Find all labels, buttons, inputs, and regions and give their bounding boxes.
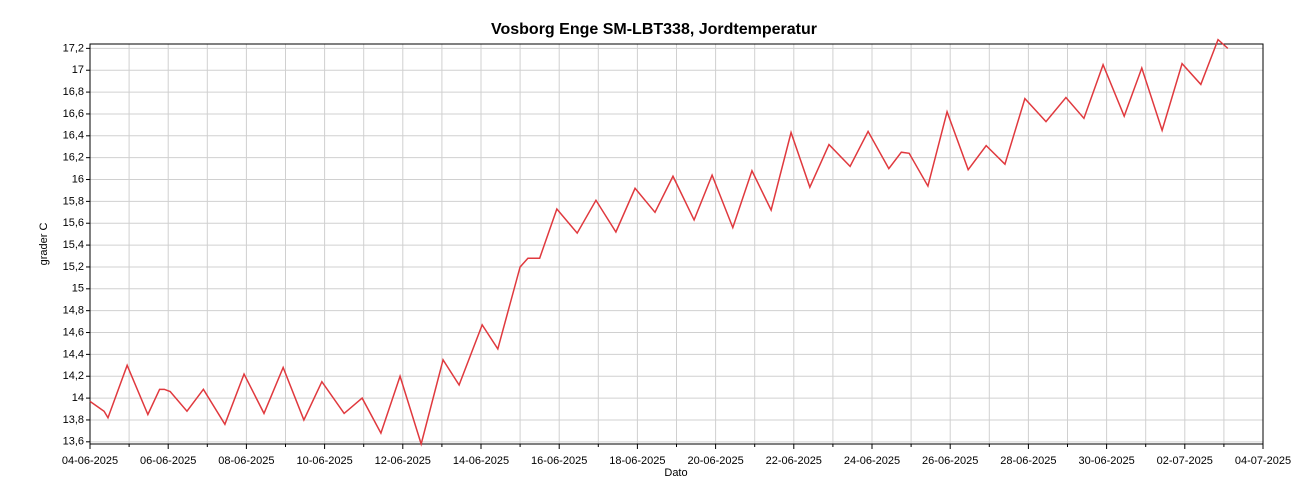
y-tick-label: 16,4	[63, 130, 84, 142]
chart-title: Vosborg Enge SM-LBT338, Jordtemperatur	[491, 21, 817, 38]
y-tick-label: 16,6	[63, 108, 84, 120]
x-tick-label: 02-07-2025	[1157, 455, 1213, 467]
y-tick-label: 14,6	[63, 326, 84, 338]
y-tick-label: 14,2	[63, 370, 84, 382]
y-tick-label: 14,4	[63, 348, 84, 360]
y-axis-label: grader C	[38, 223, 50, 266]
x-tick-label: 26-06-2025	[922, 455, 978, 467]
data-line	[89, 38, 1229, 447]
y-tick-label: 14	[72, 392, 84, 404]
x-tick-label: 04-07-2025	[1235, 455, 1291, 467]
x-tick-label: 10-06-2025	[296, 455, 352, 467]
x-tick-label: 28-06-2025	[1000, 455, 1056, 467]
y-tick-label: 14,8	[63, 305, 84, 317]
y-tick-label: 15,4	[63, 239, 84, 251]
y-tick-label: 16,2	[63, 152, 84, 164]
plot-frame	[89, 43, 1264, 445]
y-tick-label: 13,6	[63, 436, 84, 448]
x-tick-label: 16-06-2025	[531, 455, 587, 467]
x-tick-label: 20-06-2025	[687, 455, 743, 467]
x-tick-label: 12-06-2025	[375, 455, 431, 467]
x-tick-label: 24-06-2025	[844, 455, 900, 467]
x-axis-label: Dato	[664, 467, 687, 479]
y-tick-label: 15,2	[63, 261, 84, 273]
x-tick-label: 08-06-2025	[218, 455, 274, 467]
y-tick-label: 15,6	[63, 217, 84, 229]
x-tick-label: 06-06-2025	[140, 455, 196, 467]
y-tick-label: 15,8	[63, 195, 84, 207]
y-tick-label: 16	[72, 173, 84, 185]
x-tick-label: 22-06-2025	[766, 455, 822, 467]
x-tick-label: 18-06-2025	[609, 455, 665, 467]
y-tick-label: 17	[72, 64, 84, 76]
x-tick-label: 14-06-2025	[453, 455, 509, 467]
x-tick-label: 04-06-2025	[62, 455, 118, 467]
x-tick-label: 30-06-2025	[1078, 455, 1134, 467]
y-tick-label: 15	[72, 283, 84, 295]
y-tick-label: 17,2	[63, 42, 84, 54]
y-tick-label: 16,8	[63, 86, 84, 98]
y-tick-label: 13,8	[63, 414, 84, 426]
